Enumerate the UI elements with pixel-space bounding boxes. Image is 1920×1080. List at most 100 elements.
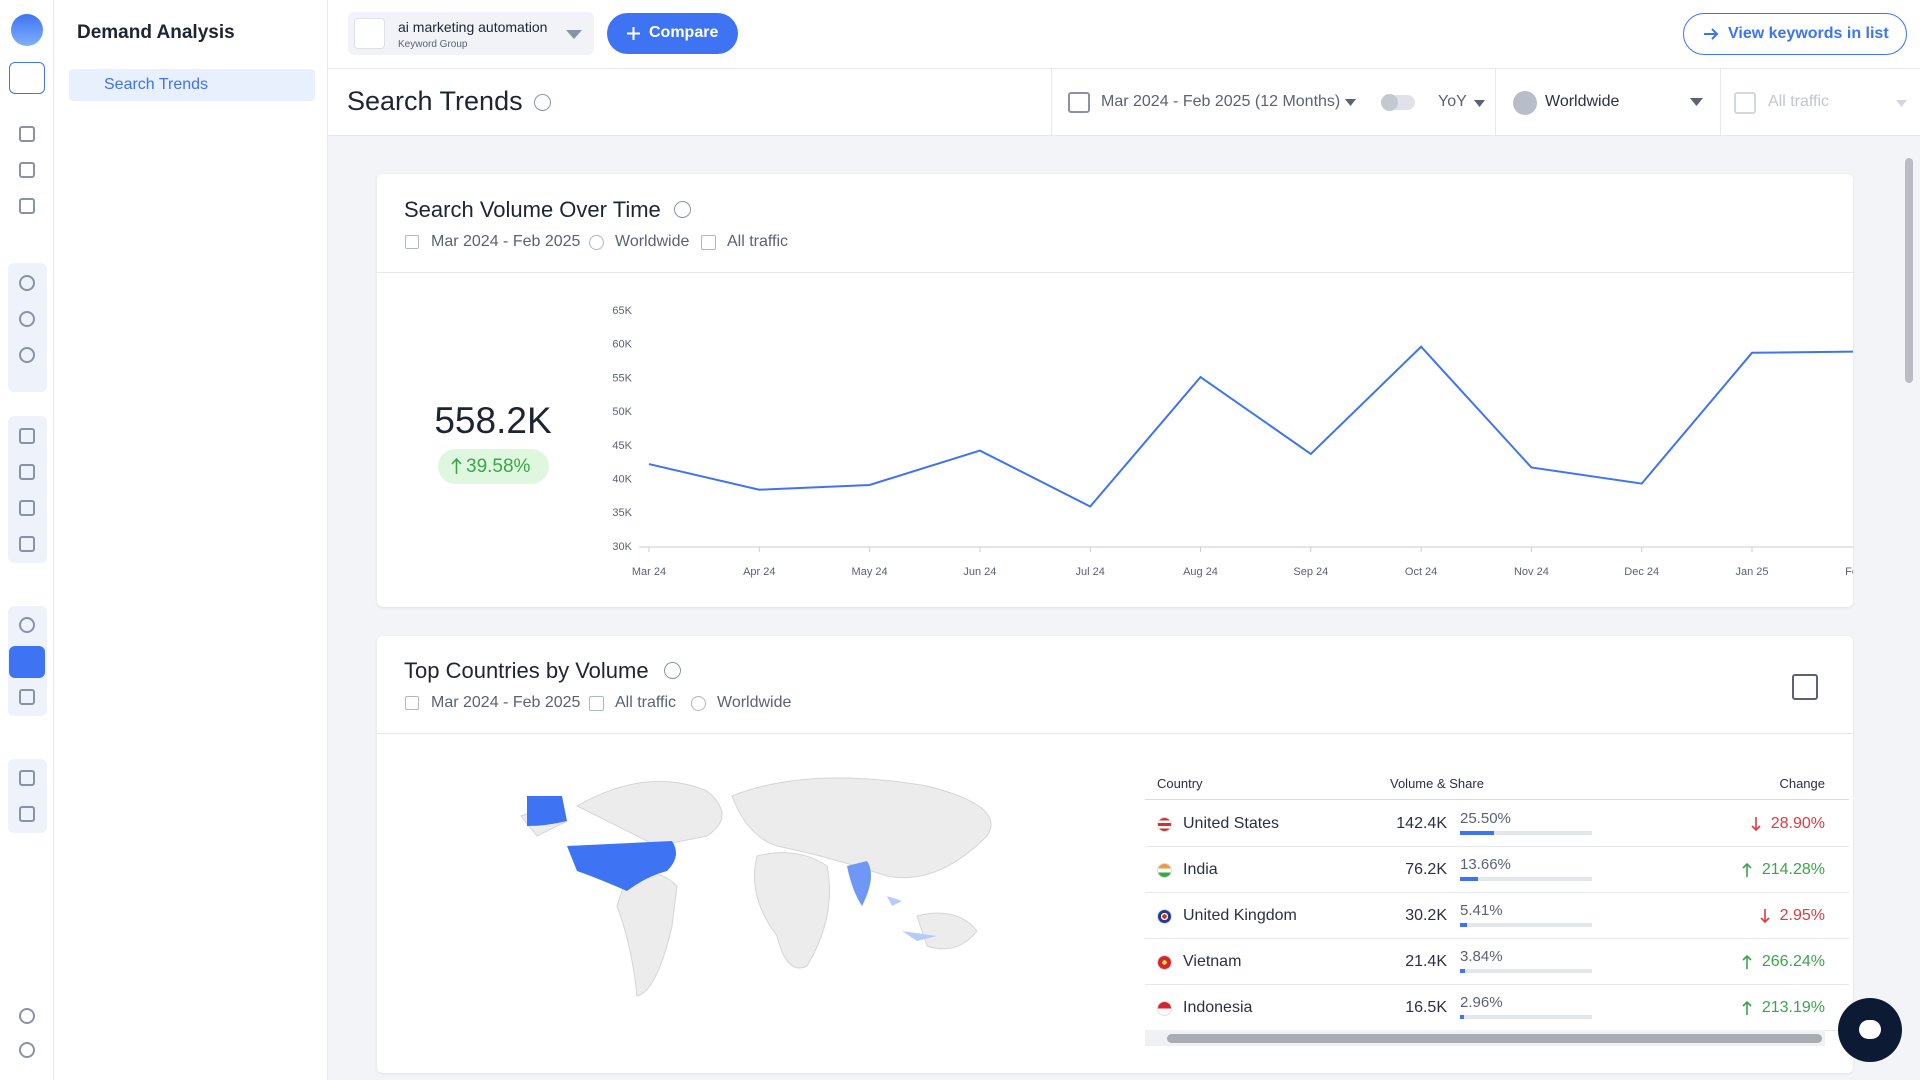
share-track [1460,923,1592,927]
globe-icon[interactable] [19,617,35,633]
phone-icon[interactable] [19,806,35,822]
table-row: United Kingdom 30.2K 5.41% 2.95% [1145,893,1849,939]
column-header: Volume & Share [1390,776,1484,791]
x-tick-label: Jan 25 [1735,566,1768,578]
caret [1690,98,1703,106]
flag [1157,817,1172,832]
filter-icon[interactable] [19,689,35,705]
doc-icon[interactable] [19,536,35,552]
flag [1157,1001,1172,1016]
share-track [1460,969,1592,973]
share-track [1460,831,1592,835]
up-arrow [451,458,462,474]
sidebar: Demand Analysis Search Trends [54,0,328,1080]
info-icon[interactable] [534,94,551,111]
toggle[interactable] [1381,94,1415,111]
info-icon[interactable] [664,662,681,679]
share-label: 25.50% [1460,810,1511,827]
comparison-filter[interactable]: YoY [1438,93,1467,110]
traffic-filter: All traffic [1768,93,1830,110]
share-label: 13.66% [1460,856,1511,873]
table-row: United States 142.4K 25.50% 28.90% [1145,801,1849,847]
compare-button[interactable]: Compare [607,13,738,54]
change-arrow [1760,909,1770,923]
scrollbar[interactable] [1903,143,1915,1080]
arrow-shape [1742,1001,1752,1015]
settings-icon[interactable] [19,1042,35,1058]
y-tick-label: 45K [612,440,632,452]
logo[interactable] [11,14,43,46]
country-name: United Kingdom [1183,907,1297,924]
share-bar [1460,923,1468,927]
chat-button[interactable] [1838,998,1902,1062]
page-title: Search Trends [347,86,523,116]
x-tick-label: Nov 24 [1514,566,1549,578]
y-tick-label: 50K [612,406,632,418]
change-arrow [1751,817,1761,831]
check-icon[interactable] [19,770,35,786]
arrow-icon [1704,28,1719,40]
pie-icon[interactable] [19,347,35,363]
traffic-icon [589,696,604,711]
keyword-group-select[interactable]: ai marketing automation Keyword Group [348,12,594,55]
view-keywords-button[interactable]: View keywords in list [1683,13,1907,55]
globe-icon[interactable] [19,275,35,291]
x-tick-label: Sep 24 [1293,566,1328,578]
nav-item[interactable]: Search Trends [69,69,315,101]
volume: 142.4K [1396,815,1447,832]
globe-icon [589,235,604,250]
change-arrow [1742,863,1752,877]
share-label: 3.84% [1460,948,1503,965]
sub-header: Search Trends Mar 2024 - Feb 2025 (12 Mo… [328,69,1920,136]
column-header: Country [1157,776,1203,791]
column-header: Change [1779,776,1825,791]
traffic-icon [701,235,716,250]
card-title: Top Countries by Volume [404,658,649,683]
country-name: Vietnam [1183,953,1242,970]
countries-card: Top Countries by Volume Mar 2024 - Feb 2… [377,636,1853,1073]
change-badge: 39.58% [438,449,549,484]
change: 213.19% [1761,999,1825,1016]
caret [566,30,582,39]
x-tick-label: May 24 [852,566,888,578]
header-rule [1145,799,1849,800]
region-filter[interactable]: Worldwide [1545,93,1620,110]
home-icon[interactable] [19,126,35,142]
bar-icon[interactable] [19,428,35,444]
info-icon[interactable] [674,201,691,218]
globe-icon [691,696,706,711]
card-region: Worldwide [615,233,690,250]
separator [1051,69,1052,136]
calendar-icon [405,696,419,710]
arrow-shape [1751,817,1761,831]
icon-group [8,416,47,563]
x-tick-label: Oct 24 [1405,566,1437,578]
excel-export[interactable] [1792,674,1818,700]
x-tick-label: Dec 24 [1624,566,1659,578]
apps-icon[interactable] [19,162,35,178]
card-traffic: All traffic [615,694,677,711]
change-value: 39.58% [466,456,531,477]
search-icon[interactable] [19,464,35,480]
plus-icon [627,27,640,40]
flag [1157,863,1172,878]
globe-icon[interactable] [19,311,35,327]
change: 2.95% [1779,907,1825,924]
volume-card: Search Volume Over Time Mar 2024 - Feb 2… [377,174,1853,607]
caret [1896,100,1907,107]
y-tick-label: 35K [612,507,632,519]
y-tick-label: 30K [612,541,632,553]
flag [1157,909,1172,924]
share-track [1460,1015,1592,1019]
trend-icon[interactable] [19,198,35,214]
link-icon[interactable] [19,500,35,516]
active-icon[interactable] [9,646,45,678]
arrow-shape [1742,863,1752,877]
rocket-icon[interactable] [19,1008,35,1024]
change-arrow [1742,955,1752,969]
h-scrollbar[interactable] [1145,1030,1825,1046]
ai-button[interactable] [9,62,45,94]
country-name: United States [1183,815,1280,832]
date-filter[interactable]: Mar 2024 - Feb 2025 (12 Months) [1101,93,1341,110]
x-tick-label: Mar 24 [632,566,666,578]
